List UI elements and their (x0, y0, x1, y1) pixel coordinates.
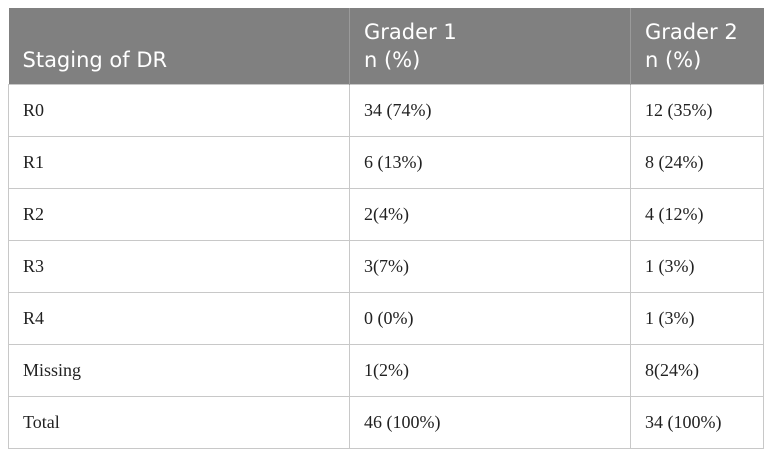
header-grader-2: Grader 2 n (%) (630, 8, 764, 84)
cell-grader-2: 12 (35%) (630, 83, 764, 137)
cell-grader-2: 8(24%) (630, 343, 764, 397)
cell-grader-1: 2(4%) (349, 187, 631, 241)
table-row: R1 6 (13%) 8 (24%) (8, 135, 764, 189)
cell-stage: Missing (8, 343, 350, 397)
table-row: R4 0 (0%) 1 (3%) (8, 291, 764, 345)
header-staging-label: Staging of DR (22, 47, 168, 72)
header-staging: Staging of DR (8, 8, 350, 84)
dr-staging-table-container: Staging of DR Grader 1 n (%) Grader 2 n … (8, 8, 764, 449)
header-grader-1: Grader 1 n (%) (349, 8, 631, 84)
table-row: R3 3(7%) 1 (3%) (8, 239, 764, 293)
cell-grader-1: 1(2%) (349, 343, 631, 397)
header-grader-1-title: Grader 1 (364, 19, 457, 44)
header-row: Staging of DR Grader 1 n (%) Grader 2 n … (8, 8, 764, 84)
table-row: Total 46 (100%) 34 (100%) (8, 395, 764, 449)
cell-grader-1: 46 (100%) (349, 395, 631, 449)
header-grader-2-title: Grader 2 (645, 19, 738, 44)
cell-grader-2: 1 (3%) (630, 291, 764, 345)
cell-stage: R3 (8, 239, 350, 293)
table-row: R2 2(4%) 4 (12%) (8, 187, 764, 241)
cell-grader-1: 0 (0%) (349, 291, 631, 345)
table-header: Staging of DR Grader 1 n (%) Grader 2 n … (8, 8, 764, 84)
cell-stage: Total (8, 395, 350, 449)
table-row: Missing 1(2%) 8(24%) (8, 343, 764, 397)
cell-stage: R4 (8, 291, 350, 345)
cell-grader-2: 34 (100%) (630, 395, 764, 449)
cell-grader-2: 8 (24%) (630, 135, 764, 189)
cell-stage: R1 (8, 135, 350, 189)
header-grader-1-unit: n (%) (364, 47, 421, 72)
cell-grader-2: 4 (12%) (630, 187, 764, 241)
cell-grader-1: 6 (13%) (349, 135, 631, 189)
dr-staging-table: Staging of DR Grader 1 n (%) Grader 2 n … (8, 8, 764, 449)
table-body: R0 34 (74%) 12 (35%) R1 6 (13%) 8 (24%) … (8, 83, 764, 449)
table-row: R0 34 (74%) 12 (35%) (8, 83, 764, 137)
cell-grader-2: 1 (3%) (630, 239, 764, 293)
cell-stage: R0 (8, 83, 350, 137)
cell-grader-1: 3(7%) (349, 239, 631, 293)
header-grader-2-unit: n (%) (645, 47, 702, 72)
cell-grader-1: 34 (74%) (349, 83, 631, 137)
cell-stage: R2 (8, 187, 350, 241)
